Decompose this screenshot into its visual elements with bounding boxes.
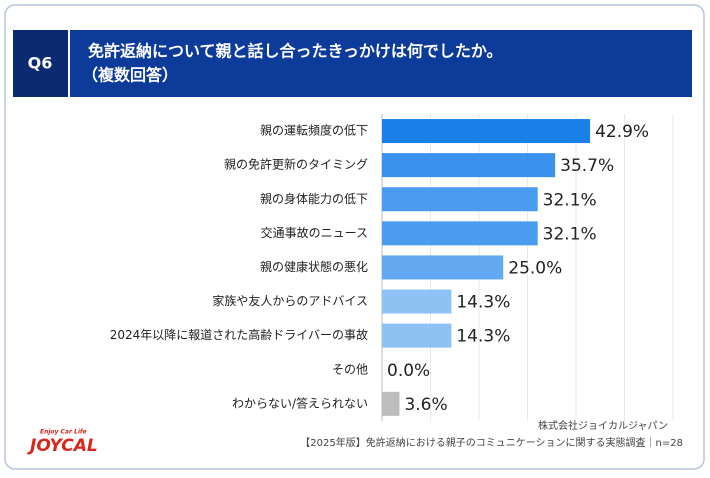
bar [382,255,504,280]
value-label: 42.9% [595,122,649,142]
bar [382,323,452,348]
category-label: 2024年以降に報道された高齢ドライバーの事故 [110,327,368,342]
bar [382,221,538,246]
category-label: 親の免許更新のタイミング [224,157,368,172]
title-box [70,30,692,97]
company: 株式会社ジョイカルジャパン [538,419,668,432]
value-label: 25.0% [508,258,562,278]
value-label: 32.1% [543,224,597,244]
category-label: 親の健康状態の悪化 [260,259,368,274]
value-label: 32.1% [543,190,597,210]
bar [382,187,538,212]
chart-subtitle: （複数回答） [82,66,178,85]
category-label: 親の身体能力の低下 [260,191,368,206]
category-label: 親の運転頻度の低下 [260,123,368,138]
bar [382,153,556,178]
category-label: 家族や友人からのアドバイス [212,293,368,308]
value-label: 14.3% [456,293,510,313]
question-box [13,30,68,97]
category-label: その他 [332,362,368,376]
value-label: 3.6% [404,395,447,415]
value-label: 35.7% [560,156,614,176]
bar [382,289,452,314]
value-label: 0.0% [387,361,430,381]
question-no: Q6 [28,54,53,73]
source: 【2025年版】免許返納における親子のコミュニケーションに関する実態調査｜n=2… [300,436,683,449]
chart-title: 免許返納について親と話し合ったきっかけは何でしたか。 [88,42,503,61]
bar [382,119,591,144]
value-label: 14.3% [456,327,510,347]
bar [382,391,400,416]
logo-name: JOYCAL [27,436,98,456]
category-label: わからない/答えられない [232,395,368,410]
logo-tagline: Enjoy Car Life [40,429,87,436]
category-label: 交通事故のニュース [261,225,368,240]
